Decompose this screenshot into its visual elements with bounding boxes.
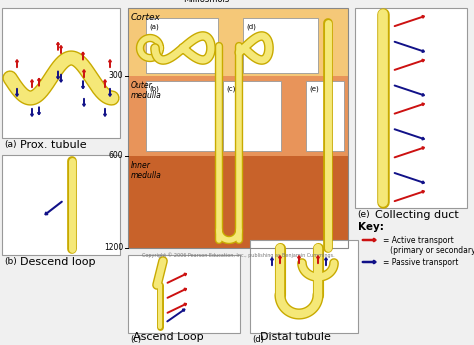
- Bar: [128, 8, 348, 76]
- Bar: [243, 18, 318, 73]
- Text: = Active transport
   (primary or secondary): = Active transport (primary or secondary…: [383, 236, 474, 255]
- Text: (d): (d): [246, 23, 256, 30]
- Text: Inner
medulla: Inner medulla: [131, 161, 162, 180]
- Text: Distal tubule: Distal tubule: [260, 332, 331, 342]
- Bar: [146, 81, 218, 151]
- Text: Cortex: Cortex: [131, 13, 161, 22]
- Text: 600: 600: [109, 151, 123, 160]
- Text: (c): (c): [226, 86, 236, 92]
- Bar: [2, 155, 120, 255]
- Text: (c): (c): [130, 335, 141, 344]
- Bar: [128, 156, 348, 248]
- Bar: [128, 255, 240, 333]
- Text: (a): (a): [149, 23, 159, 30]
- Text: (e): (e): [309, 86, 319, 92]
- Text: (d): (d): [252, 335, 264, 344]
- Text: 1200: 1200: [104, 244, 123, 253]
- Text: Copyright © 2006 Pearson Education, Inc., publishing as Benjamin Cummings.: Copyright © 2006 Pearson Education, Inc.…: [142, 252, 334, 258]
- Text: Prox. tubule: Prox. tubule: [20, 140, 87, 150]
- Bar: [128, 8, 348, 248]
- Text: Collecting duct: Collecting duct: [375, 210, 459, 220]
- Bar: [146, 18, 218, 73]
- Text: (b): (b): [149, 86, 159, 92]
- Bar: [128, 76, 348, 156]
- Bar: [250, 240, 358, 333]
- Text: Milliosmols: Milliosmols: [183, 0, 229, 4]
- Text: = Passive transport: = Passive transport: [383, 258, 458, 267]
- Text: (b): (b): [4, 257, 17, 266]
- Text: (a): (a): [4, 140, 17, 149]
- Bar: [355, 8, 467, 208]
- Text: Descend loop: Descend loop: [20, 257, 95, 267]
- Text: (e): (e): [357, 210, 370, 219]
- Bar: [2, 8, 120, 138]
- Text: Ascend Loop: Ascend Loop: [133, 332, 204, 342]
- Text: 300: 300: [109, 71, 123, 80]
- Text: Key:: Key:: [358, 222, 384, 232]
- Bar: [306, 81, 344, 151]
- Text: Outer
medulla: Outer medulla: [131, 81, 162, 100]
- Bar: [223, 81, 281, 151]
